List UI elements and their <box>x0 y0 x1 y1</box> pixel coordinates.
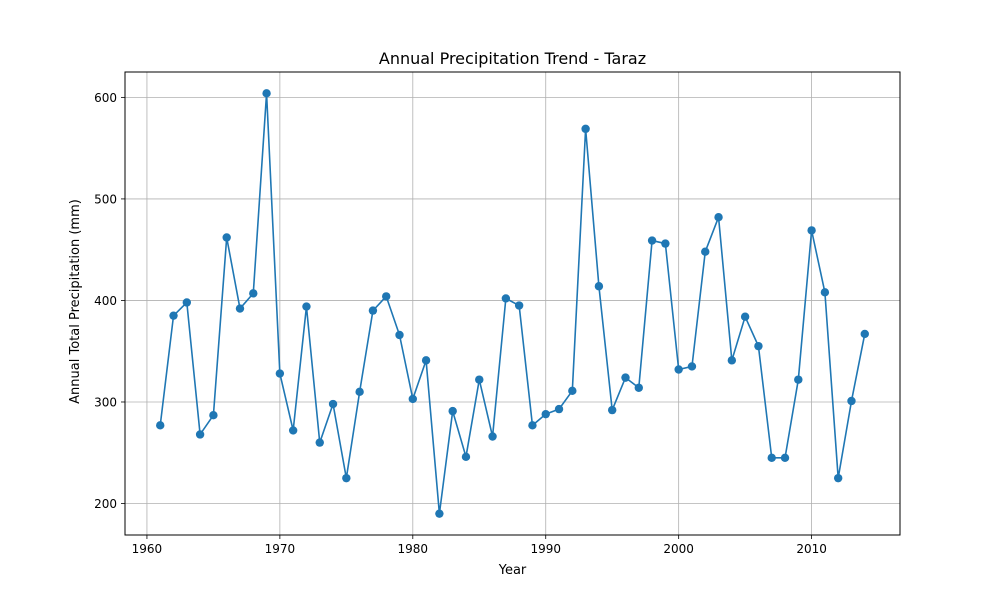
series-layer <box>156 89 869 518</box>
data-point <box>687 362 697 371</box>
data-point <box>355 387 364 397</box>
x-tick-label: 1960 <box>132 542 163 556</box>
data-point <box>235 304 245 313</box>
data-point <box>315 438 324 447</box>
data-point <box>501 294 511 303</box>
data-point <box>528 421 537 430</box>
data-point <box>714 212 723 222</box>
data-point <box>740 312 750 321</box>
data-point <box>475 375 484 384</box>
plot-frame <box>124 71 901 536</box>
data-point <box>634 383 643 392</box>
data-point <box>794 375 803 384</box>
data-point <box>647 236 657 245</box>
data-point <box>209 410 218 420</box>
data-point <box>156 421 165 430</box>
data-point <box>780 453 790 463</box>
x-tick-label: 1990 <box>530 542 561 556</box>
x-tick-label: 1970 <box>265 542 296 556</box>
data-point <box>554 404 564 414</box>
data-point <box>807 226 816 235</box>
x-axis-label: Year <box>498 563 527 578</box>
data-point <box>288 426 298 435</box>
data-point <box>435 509 444 518</box>
data-point <box>368 306 378 315</box>
y-tick-label: 400 <box>94 294 117 308</box>
data-point <box>541 409 550 419</box>
data-point <box>701 247 710 256</box>
y-tick-label: 300 <box>94 395 117 409</box>
data-point <box>727 356 737 365</box>
data-point <box>342 473 351 483</box>
data-point <box>661 239 670 248</box>
chart-title: Annual Precipitation Trend - Taraz <box>379 49 646 68</box>
data-point <box>195 430 205 439</box>
data-point <box>182 298 192 307</box>
data-point <box>169 311 178 320</box>
grid <box>125 72 900 535</box>
y-tick-label: 500 <box>94 192 117 206</box>
data-point <box>568 386 577 396</box>
x-tick-label: 2000 <box>663 542 694 556</box>
axes: 1960 1970 1980 1990 2000 2010 200 300 400 500 600 <box>94 91 827 556</box>
data-point <box>461 452 471 462</box>
data-point <box>275 369 285 378</box>
data-point <box>767 453 776 463</box>
data-point <box>860 329 869 339</box>
y-axis-label: Annual Total Precipitation (mm) <box>68 199 83 404</box>
data-point <box>421 356 431 365</box>
data-point <box>833 473 843 483</box>
data-point <box>408 394 418 404</box>
data-point <box>448 406 457 416</box>
data-point <box>820 288 830 297</box>
data-point <box>395 330 404 340</box>
x-tick-label: 2010 <box>796 542 827 556</box>
data-point <box>514 301 524 310</box>
y-tick-label: 200 <box>94 497 117 511</box>
data-point <box>754 341 763 351</box>
data-point <box>382 292 391 301</box>
series-line <box>159 92 866 515</box>
data-point <box>488 432 497 441</box>
data-point <box>847 396 856 406</box>
data-point <box>621 373 630 382</box>
x-tick-label: 1980 <box>398 542 429 556</box>
data-point <box>262 89 271 98</box>
data-point <box>302 302 311 311</box>
data-point <box>222 233 231 242</box>
data-point <box>674 365 683 374</box>
y-tick-label: 600 <box>94 91 117 105</box>
data-point <box>581 124 590 134</box>
data-point <box>249 289 258 298</box>
data-point <box>594 282 604 291</box>
data-point <box>607 405 617 415</box>
data-point <box>328 399 338 409</box>
